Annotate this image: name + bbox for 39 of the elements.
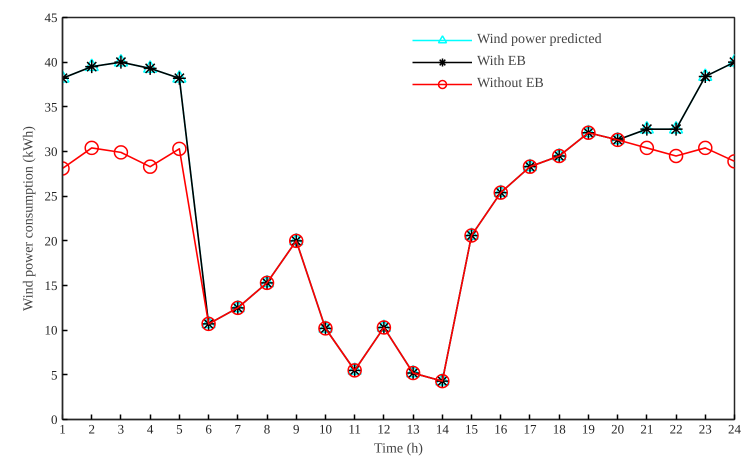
x-tick-label: 6 [205,422,212,436]
y-axis-title: Wind power consumption (kWh) [22,126,36,311]
x-tick-label: 14 [436,422,450,436]
x-tick-label: 23 [698,422,712,436]
x-axis-title: Time (h) [374,442,424,456]
legend-label: Without EB [477,76,544,92]
y-tick-label: 35 [44,99,58,114]
y-tick-label: 20 [44,233,58,248]
x-tick-label: 21 [640,422,654,436]
y-tick-label: 5 [51,367,58,382]
y-tick-label: 25 [44,188,58,204]
x-tick-label: 18 [552,422,566,436]
x-tick-label: 7 [234,422,242,436]
x-tick-label: 11 [348,422,361,436]
x-tick-label: 20 [611,422,624,436]
y-tick-label: 40 [44,54,58,70]
legend-label: Wind power predicted [477,32,602,48]
x-tick-label: 4 [146,422,154,436]
x-tick-label: 9 [292,422,300,436]
x-tick-label: 8 [264,422,270,436]
y-tick-label: 45 [44,10,58,25]
x-tick-label: 19 [582,422,595,436]
y-tick-label: 30 [44,144,58,159]
x-tick-label: 10 [318,422,332,436]
x-tick-label: 15 [465,422,478,436]
x-tick-label: 22 [670,422,683,436]
legend-label: With EB [477,54,526,70]
x-tick-label: 5 [176,422,183,436]
x-tick-label: 13 [406,422,420,436]
x-tick-label: 1 [59,422,66,436]
x-tick-label: 2 [88,422,95,436]
y-tick-label: 10 [44,322,58,338]
x-tick-label: 12 [377,422,390,436]
x-tick-label: 24 [728,422,742,436]
y-tick-label: 0 [51,412,58,427]
y-tick-label: 15 [44,278,58,293]
x-tick-label: 16 [494,422,508,436]
x-tick-label: 17 [523,422,537,436]
x-tick-label: 3 [118,422,124,436]
